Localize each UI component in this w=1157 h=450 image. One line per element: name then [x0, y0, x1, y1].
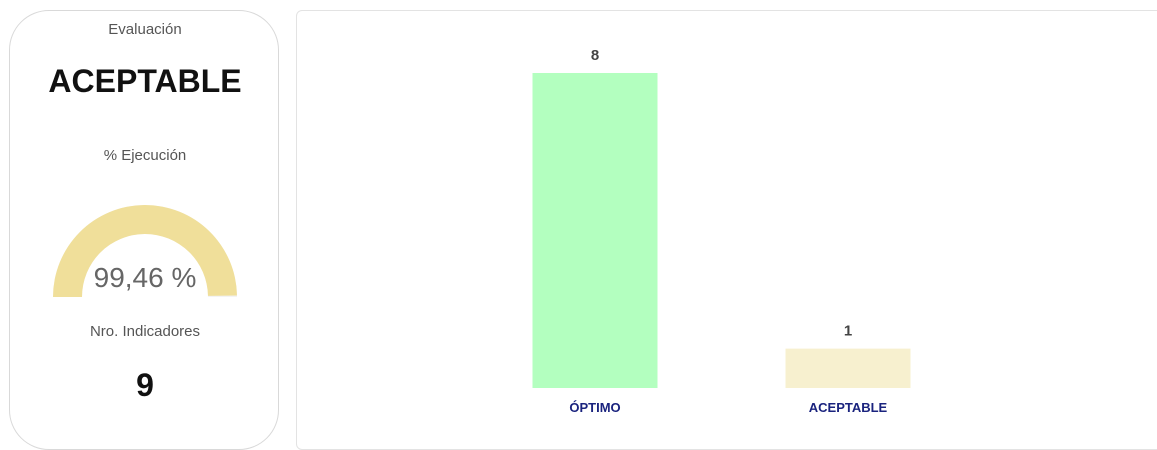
chart-card: 8 ÓPTIMO 1 ACEPTABLE [296, 10, 1157, 450]
data-label-1: 1 [844, 323, 852, 340]
execution-label: % Ejecución [103, 147, 187, 164]
indicators-value: 9 [136, 367, 154, 403]
indicators-label: Nro. Indicadores [89, 323, 201, 340]
evaluation-label: Evaluación [108, 21, 182, 38]
bar-1 [785, 348, 911, 388]
bar-chart: 8 ÓPTIMO 1 ACEPTABLE [532, 47, 911, 415]
data-label-0: 8 [591, 47, 599, 64]
evaluation-value: ACEPTABLE [48, 63, 242, 99]
gauge-fill [53, 205, 237, 297]
execution-gauge: 99,46 % [53, 205, 237, 297]
bar-0 [532, 73, 658, 388]
category-label-1: ACEPTABLE [809, 400, 888, 415]
category-label-0: ÓPTIMO [569, 400, 620, 415]
execution-value: 99,46 % [94, 262, 197, 293]
kpi-card: Evaluación ACEPTABLE % Ejecución 99,46 %… [9, 10, 279, 450]
